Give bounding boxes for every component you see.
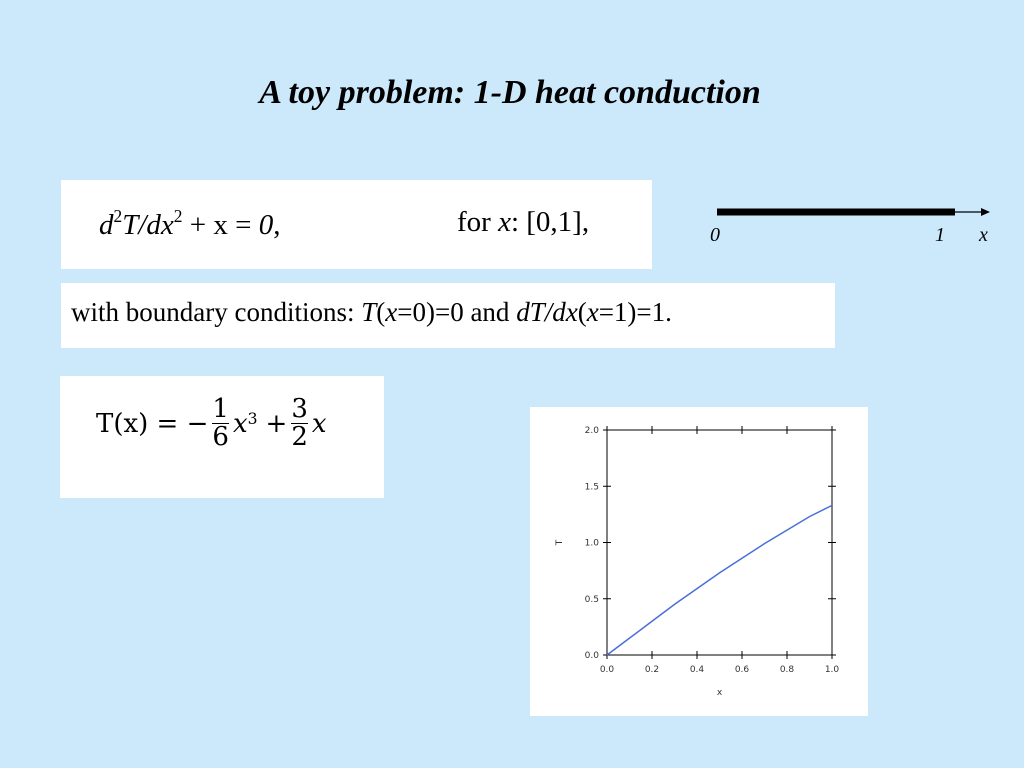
eq-part: , [273, 209, 281, 242]
x-tick-label: 0.0 [600, 665, 615, 675]
numerator: 3 [291, 394, 308, 425]
bc-part: with boundary conditions: [71, 297, 362, 327]
rod-label: 1 [935, 224, 945, 246]
bc-part: =1)=1. [598, 297, 672, 327]
boundary: with boundary conditions: T(x=0)=0 and d… [71, 297, 672, 328]
equation: d2T/dx2 + x = 0, [99, 206, 280, 242]
eq-part: 2 [173, 206, 183, 226]
eq-part: x [498, 206, 511, 238]
domain: for x: [0,1], [457, 206, 589, 239]
eq-part: d [99, 209, 114, 242]
rod-label: 0 [710, 224, 720, 246]
sol-part: + [265, 408, 288, 439]
bc-part: T [361, 297, 377, 327]
title: A toy problem: 1-D heat conduction [259, 74, 761, 111]
y-axis-label: T [555, 539, 565, 546]
boundary-box: with boundary conditions: T(x=0)=0 and d… [61, 283, 835, 348]
rod-label: x [979, 224, 988, 246]
x-tick-label: 0.8 [780, 665, 795, 675]
bc-part: x [385, 297, 398, 327]
sol-part: T(x) = − [96, 408, 209, 439]
bc-part: ( [376, 297, 386, 327]
eq-part: + x = [182, 209, 259, 242]
x-axis-label: x [717, 688, 723, 698]
eq-part: : [0,1], [510, 206, 590, 238]
data-line [606, 504, 833, 656]
y-tick-label: 0.0 [585, 651, 600, 661]
bc-part: dT/dx [516, 297, 578, 327]
y-tick-label: 0.5 [585, 595, 599, 605]
eq-part: for [457, 206, 499, 238]
sol-part: 3 [247, 410, 258, 428]
chart: 0.0 0.2 0.4 0.6 0.8 1.0 0.0 0.5 1.0 1.5 2.0 x T [555, 426, 840, 698]
y-tick-label: 1.0 [585, 539, 600, 549]
chart-box: 0.0 0.2 0.4 0.6 0.8 1.0 0.0 0.5 1.0 1.5 2.0 x T [530, 407, 868, 716]
rod-diagram [717, 208, 990, 216]
numerator: 1 [212, 394, 229, 425]
bc-part: ( [577, 297, 587, 327]
x-tick-label: 0.4 [690, 665, 705, 675]
sol-part: x [311, 408, 327, 439]
x-tick-label: 1.0 [825, 665, 840, 675]
eq-part: T/dx [122, 209, 174, 242]
bc-part: x [586, 297, 599, 327]
eq-part: 0 [258, 209, 274, 242]
bc-part: =0)=0 and [397, 297, 517, 327]
arrow-head [981, 208, 990, 216]
denominator: 2 [291, 422, 308, 453]
y-tick-label: 1.5 [585, 482, 599, 492]
plot-frame [606, 429, 833, 656]
denominator: 6 [212, 422, 229, 453]
x-tick-label: 0.2 [645, 665, 659, 675]
x-tick-label: 0.6 [735, 665, 750, 675]
y-tick-label: 2.0 [585, 426, 600, 436]
sol-part: x [232, 408, 248, 439]
equation-box: d2T/dx2 + x = 0, for x: [0,1], [61, 180, 652, 269]
eq-part: 2 [113, 206, 123, 226]
